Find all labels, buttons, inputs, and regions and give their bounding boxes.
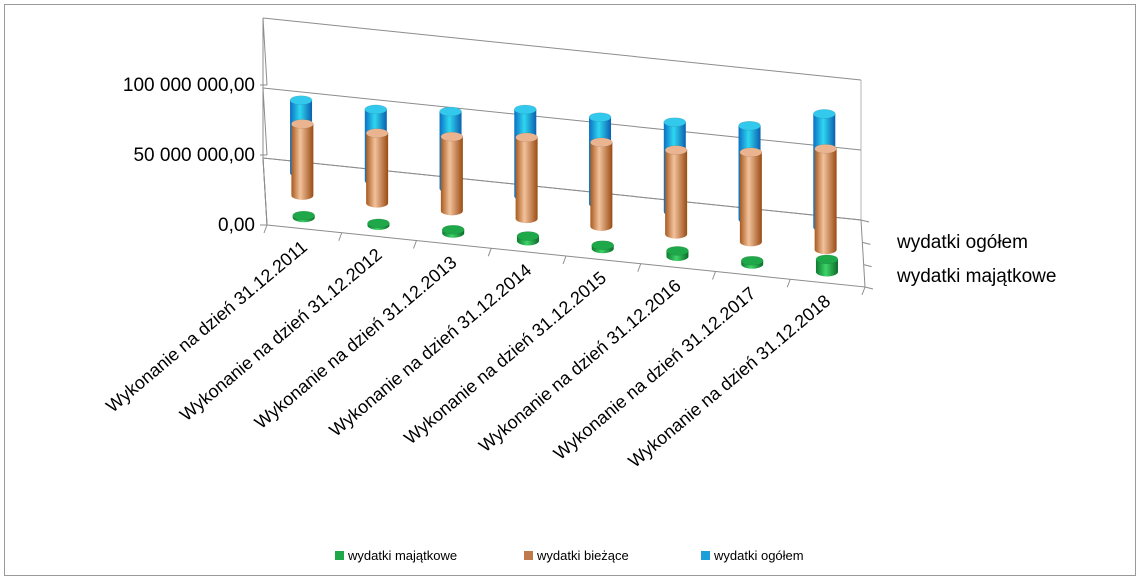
bar-body [291, 123, 314, 200]
z-tick-mark [862, 241, 871, 245]
x-tick-mark [637, 263, 642, 272]
bar [516, 231, 540, 246]
bar-top [365, 128, 389, 138]
bar [367, 218, 390, 230]
bar-body [590, 142, 613, 231]
bar [440, 131, 464, 216]
gridline [262, 157, 862, 221]
bar-top [590, 137, 613, 148]
x-tick-mark [263, 224, 268, 234]
z-tick-mark [860, 219, 870, 223]
bars [289, 95, 839, 277]
chart-canvas: 0,00 50 000 000,00 100 000 000,00 Wykonani… [102, 17, 1056, 563]
bar-top [588, 112, 612, 122]
bar-top [666, 246, 689, 256]
x-tick-mark [487, 248, 492, 257]
legend-label: wydatki ogółem [713, 548, 804, 563]
y-tick-label: 50 000 000,00 [133, 145, 255, 166]
y-tick-label: 0,00 [218, 215, 255, 236]
bar-body [739, 152, 762, 247]
legend-swatch [701, 551, 710, 560]
z-tick-mark [863, 264, 872, 268]
bar-top [440, 131, 464, 142]
bar-top [663, 117, 687, 127]
bar-top [739, 147, 763, 158]
legend: wydatki majątkowe wydatki bieżące wydatki … [335, 548, 804, 563]
bar [739, 147, 763, 247]
bar [814, 144, 837, 255]
bar-top [515, 132, 538, 143]
x-tick-mark [786, 279, 791, 288]
bar [365, 128, 389, 208]
legend-item: wydatki majątkowe [335, 548, 457, 563]
x-tick-mark [562, 255, 567, 265]
bar-body [515, 137, 538, 224]
x-tick-mark [413, 240, 417, 249]
bar [666, 246, 689, 261]
bar-top [815, 254, 839, 265]
bar-top [814, 144, 837, 154]
bar [515, 132, 538, 224]
bar [815, 254, 839, 277]
gridline [262, 17, 862, 81]
bar-body [440, 136, 463, 216]
bar-body [814, 148, 837, 255]
bar-top [664, 145, 688, 155]
bar-body [366, 133, 389, 208]
depth-axis-ticks: wydatki ogółem wydatki majątkowe [896, 232, 1056, 287]
bar [664, 145, 688, 239]
side-gridline [262, 157, 268, 226]
bar-top [292, 210, 315, 221]
bar [590, 137, 613, 231]
legend-label: wydatki bieżące [536, 548, 629, 563]
z-tick-label: wydatki ogółem [896, 232, 1028, 253]
grid-layer [260, 17, 874, 296]
legend-swatch [335, 551, 344, 560]
y-axis-ticks: 0,00 50 000 000,00 100 000 000,00 [123, 75, 255, 236]
bar-top [738, 120, 761, 131]
bar-top [591, 240, 614, 250]
legend-item: wydatki bieżące [524, 548, 629, 563]
legend-label: wydatki majątkowe [347, 548, 457, 563]
z-tick-label: wydatki majątkowe [896, 266, 1056, 287]
bar-body [815, 259, 838, 277]
bar [291, 119, 314, 200]
y-tick-label: 100 000 000,00 [123, 75, 255, 96]
x-tick-mark [861, 286, 866, 296]
bar-top [289, 95, 313, 105]
bar-top [813, 109, 836, 119]
z-tick-mark [864, 286, 874, 290]
bar-top [291, 119, 314, 129]
bar-top [364, 104, 388, 115]
bar-top [439, 106, 462, 117]
bar-top [441, 224, 465, 235]
side-gridline [262, 87, 268, 156]
bar-top [516, 231, 540, 241]
bar [740, 255, 764, 269]
bar [292, 210, 315, 223]
x-tick-mark [338, 232, 343, 241]
bar-body [665, 150, 688, 239]
bar-top [740, 255, 764, 266]
chart-frame: 0,00 50 000 000,00 100 000 000,00 Wykonani… [4, 4, 1136, 576]
bar [441, 224, 465, 238]
legend-item: wydatki ogółem [701, 548, 804, 563]
bar-top [514, 104, 537, 115]
bar [591, 240, 614, 254]
bar-top [367, 218, 390, 229]
side-gridline [262, 17, 268, 86]
x-tick-mark [712, 271, 716, 280]
legend-swatch [524, 551, 533, 560]
gridline [262, 87, 862, 151]
